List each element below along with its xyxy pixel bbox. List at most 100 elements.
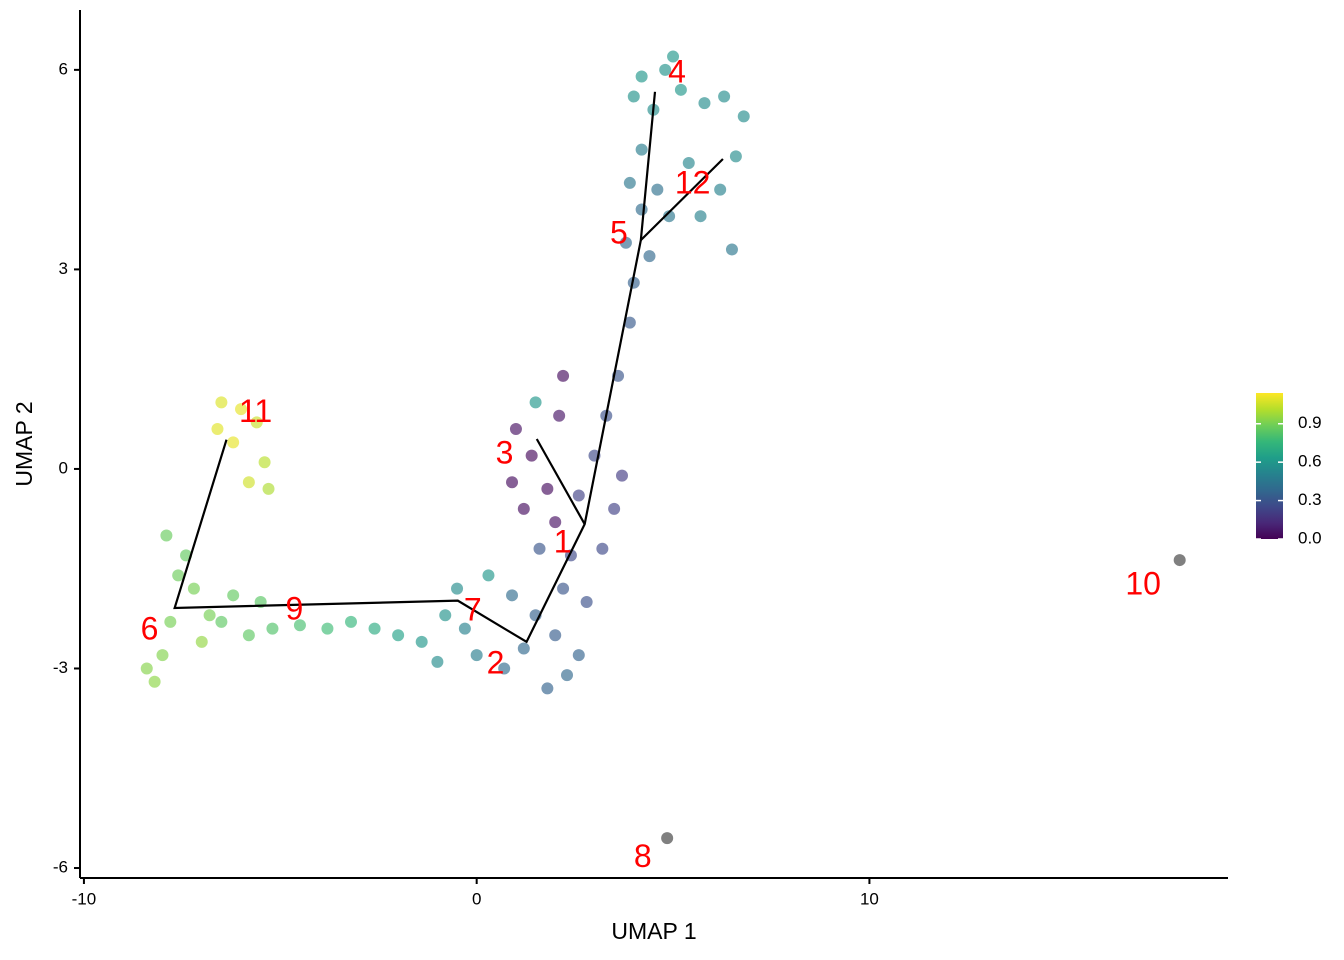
point [368, 622, 381, 635]
point [498, 662, 511, 675]
cluster-label: 3 [496, 434, 514, 470]
colorbar-tick-label: 0.6 [1298, 452, 1322, 471]
point [215, 615, 228, 628]
point [561, 669, 574, 682]
point [635, 70, 648, 83]
point [635, 143, 648, 156]
cluster-label: 12 [675, 164, 711, 200]
cluster-label: 2 [487, 645, 505, 681]
point [659, 63, 672, 76]
point [661, 832, 674, 845]
point [266, 622, 279, 635]
point [533, 542, 546, 555]
point [608, 502, 621, 515]
point [203, 609, 216, 622]
point [392, 629, 405, 642]
point [506, 589, 519, 602]
point [698, 97, 711, 110]
point [164, 615, 177, 628]
y-tick-label: 6 [59, 59, 68, 78]
point [635, 203, 648, 216]
point [148, 675, 161, 688]
point [580, 595, 593, 608]
point [725, 243, 738, 256]
y-tick-label: 3 [59, 259, 68, 278]
point [250, 416, 263, 429]
y-tick-label: -3 [53, 658, 68, 677]
point [321, 622, 334, 635]
point [235, 403, 248, 416]
point [156, 649, 169, 662]
point [506, 476, 519, 489]
trajectory-line [640, 158, 724, 241]
point [737, 110, 750, 123]
point [458, 622, 471, 635]
point [451, 582, 464, 595]
point [643, 250, 656, 263]
point [572, 649, 585, 662]
point [557, 582, 570, 595]
point [663, 210, 676, 223]
point [694, 210, 707, 223]
point [242, 629, 255, 642]
colorbar-tick-label: 0.9 [1298, 413, 1322, 432]
x-tick-label: 10 [860, 889, 879, 908]
y-tick-label: 0 [59, 458, 68, 477]
point [529, 396, 542, 409]
colorbar-tick-label: 0.3 [1298, 490, 1322, 509]
x-axis-title: UMAP 1 [611, 918, 696, 944]
point [258, 456, 271, 469]
point [517, 502, 530, 515]
cluster-label: 7 [464, 591, 482, 627]
point [549, 629, 562, 642]
point [439, 609, 452, 622]
point [557, 369, 570, 382]
y-tick-label: -6 [53, 858, 68, 877]
point [651, 183, 664, 196]
y-axis-title: UMAP 2 [11, 401, 37, 486]
point [187, 582, 200, 595]
point [627, 90, 640, 103]
cluster-label: 11 [239, 393, 272, 429]
point [482, 569, 495, 582]
cluster-label: 6 [141, 611, 159, 647]
x-tick-label: 0 [472, 889, 481, 908]
point [615, 469, 628, 482]
point [1173, 554, 1186, 567]
point [674, 83, 687, 96]
point [415, 635, 428, 648]
point [729, 150, 742, 163]
cluster-label: 8 [634, 838, 652, 874]
cluster-label: 9 [286, 591, 304, 627]
point [517, 642, 530, 655]
point [215, 396, 228, 409]
point [344, 615, 357, 628]
cluster-label: 5 [610, 214, 628, 250]
point [714, 183, 727, 196]
point [718, 90, 731, 103]
colorbar [1256, 393, 1283, 539]
trajectory-line [173, 91, 657, 644]
point [553, 409, 566, 422]
point [619, 236, 632, 249]
point [682, 156, 695, 169]
point [195, 635, 208, 648]
point [160, 529, 173, 542]
point [211, 423, 224, 436]
point [541, 482, 554, 495]
point [623, 176, 636, 189]
point [227, 436, 240, 449]
cluster-label: 4 [668, 53, 686, 89]
point [227, 589, 240, 602]
cluster-label: 1 [554, 524, 572, 560]
point [172, 569, 185, 582]
point [242, 476, 255, 489]
trajectory-line [535, 438, 586, 525]
cluster-label: 10 [1125, 565, 1161, 601]
point [549, 516, 562, 529]
point [262, 482, 275, 495]
point [293, 619, 306, 632]
x-tick-label: -10 [72, 889, 97, 908]
point [572, 489, 585, 502]
